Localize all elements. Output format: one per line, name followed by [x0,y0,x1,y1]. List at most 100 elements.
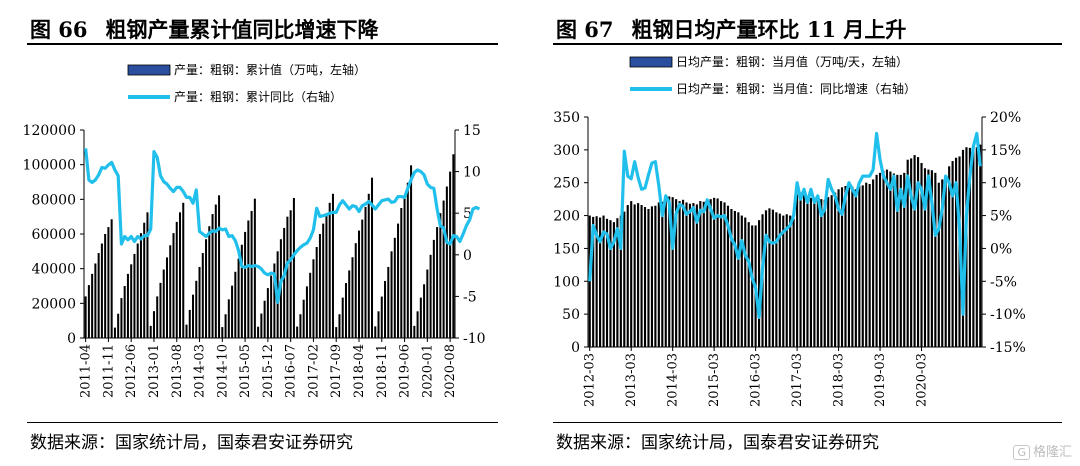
right-left-tick-label: 50 [562,307,580,323]
right-bar [830,195,833,347]
left-figure-number: 图 66 [30,17,88,42]
left-bar [221,327,224,338]
left-bar [224,314,227,338]
right-bar [937,182,940,347]
right-legend-line-label: 日均产量：粗钢：当月值：同比增速（右轴） [676,81,916,96]
right-bar [806,195,809,347]
left-bar [195,280,198,338]
right-bar [934,172,937,347]
right-right-tick-label: -15% [990,340,1026,356]
right-bar [923,168,927,347]
right-bar [885,169,889,347]
left-x-tick-label: 2019-06 [398,344,413,398]
right-left-tick-label: 300 [553,143,580,159]
right-bar [979,144,982,347]
left-bar [380,296,383,338]
left-bar [143,222,146,338]
right-bar [595,216,598,347]
left-bar [244,231,247,338]
right-bar [675,199,678,347]
left-bar [201,253,204,338]
left-legend-bar-swatch [127,64,171,76]
right-bar [861,185,864,347]
right-bar [768,208,771,347]
right-legend: 日均产量：粗钢：当月值（万吨/天，左轴） 日均产量：粗钢：当月值：同比增速（右轴） [629,54,916,96]
left-x-tick-label: 2011-04 [79,344,94,398]
left-right-tick-label: 10 [463,165,481,181]
left-bar [188,309,191,338]
right-bar [716,198,719,347]
left-bar [84,296,87,338]
right-x-tick-label: 2020-03 [915,353,930,407]
left-chart-source: 数据来源：国家统计局，国泰君安证券研究 [30,433,353,453]
right-bar [692,203,695,347]
right-bar [771,209,774,347]
left-bar [367,193,370,338]
left-bar [325,213,328,338]
right-bar [882,170,885,347]
right-bar [633,204,636,347]
left-left-tick-label: 80000 [31,192,76,208]
right-bar [751,225,754,347]
left-bar [123,286,126,338]
right-bar [816,197,819,347]
left-bar [419,297,422,338]
right-bar [789,215,792,347]
left-bar [139,233,142,338]
left-bar [361,219,364,338]
right-chart-source: 数据来源：国家统计局，国泰君安证券研究 [556,433,879,453]
left-bar [354,243,357,338]
right-bar [878,172,882,347]
left-bar [445,186,448,338]
right-bar [903,172,906,347]
left-bar [302,299,305,338]
left-bar [263,300,266,338]
left-bar [175,221,178,338]
right-bar [875,174,878,347]
left-x-tick-label: 2013-01 [147,344,162,398]
left-bar [159,282,162,338]
right-bar [916,157,920,347]
right-bar [948,166,951,347]
right-bar [623,211,626,347]
left-bar [393,237,396,338]
left-bar [152,311,155,338]
left-left-tick-label: 120000 [23,123,76,139]
right-right-tick-label: -10% [990,307,1026,323]
left-bar [410,165,413,338]
left-x-tick-label: 2020-01 [420,344,435,398]
left-bar [429,254,432,338]
right-bar [602,215,605,347]
left-bar [205,239,208,338]
left-bar [179,212,182,338]
left-bar [250,210,253,338]
right-bar [813,199,816,347]
right-bar [695,204,698,347]
left-bar [87,285,90,338]
right-right-tick-label: 10% [990,176,1021,192]
left-bar [146,212,149,338]
left-legend: 产量：粗钢：累计值（万吨，左轴） 产量：粗钢：累计同比（右轴） [127,62,366,104]
right-bar [834,192,837,347]
left-bar [341,297,344,338]
right-bar [782,215,785,347]
right-bar [706,201,709,347]
right-bar [941,179,944,347]
right-bar [678,201,681,347]
left-left-tick-label: 40000 [31,262,76,278]
right-bar [643,207,647,347]
right-left-tick-label: 0 [571,340,580,356]
left-figure-caption: 粗钢产量累计值同比增速下降 [105,17,379,42]
left-bar [91,273,94,338]
right-bar [955,157,958,347]
right-bar [668,196,671,347]
right-bar [730,209,733,347]
left-legend-bar-label: 产量：粗钢：累计值（万吨，左轴） [174,62,366,77]
right-bar [654,205,657,347]
left-bar [104,234,107,338]
left-x-tick-label: 2014-10 [215,344,230,398]
right-right-tick-label: 5% [990,209,1012,225]
left-bar [260,313,263,338]
right-bar [844,186,847,347]
right-bar [872,179,875,347]
